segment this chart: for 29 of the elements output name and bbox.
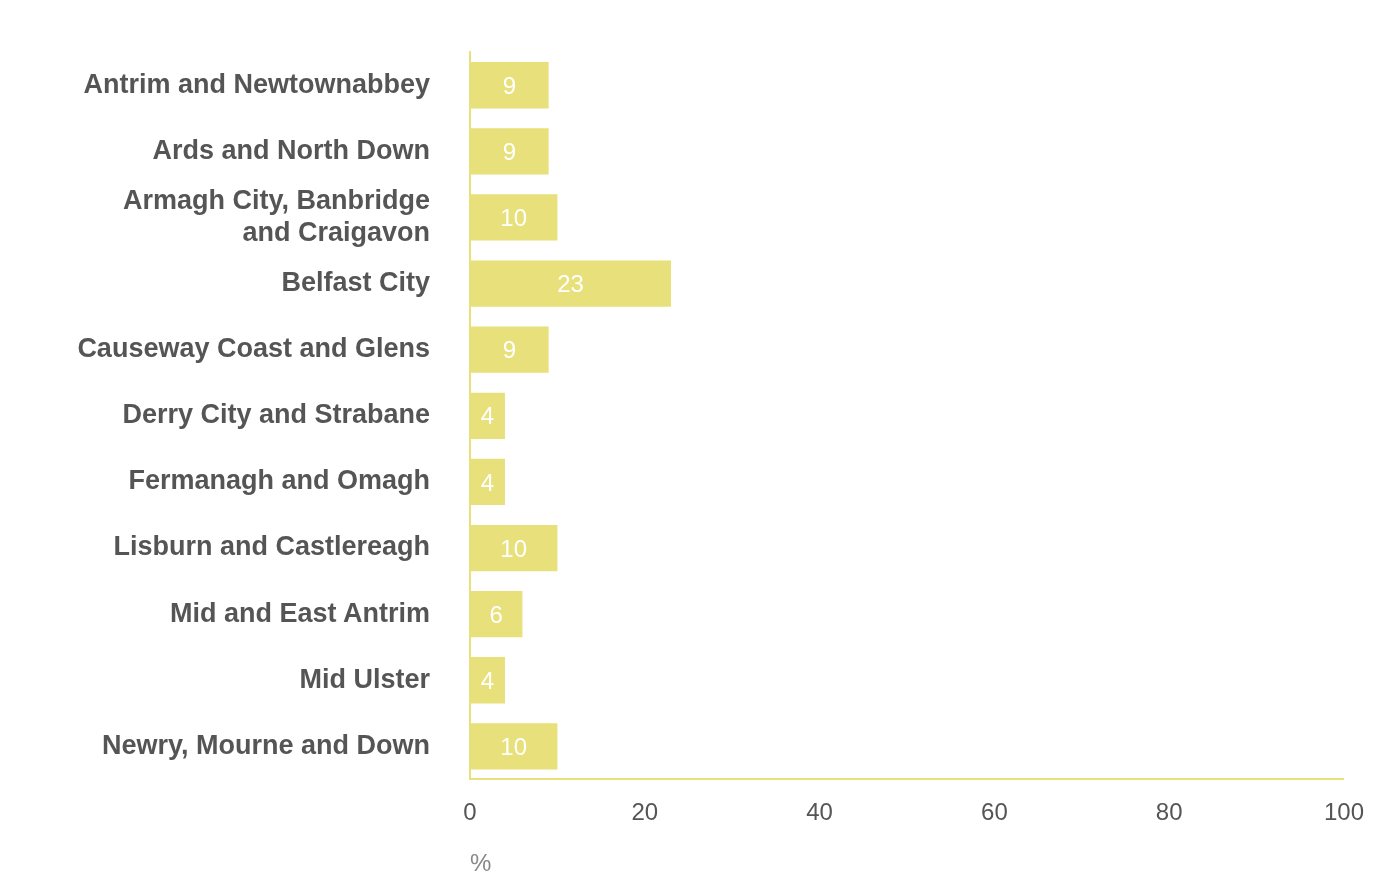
y-tick-label: Belfast City: [281, 267, 430, 298]
x-tick-label: 60: [981, 798, 1008, 826]
y-tick-label: Fermanagh and Omagh: [128, 465, 430, 496]
y-tick-label: Causeway Coast and Glens: [77, 333, 430, 364]
data-label: 10: [500, 204, 528, 232]
data-label: 9: [502, 336, 517, 364]
x-tick-label: 100: [1323, 798, 1364, 826]
x-tick-label: 20: [631, 798, 659, 826]
data-label: 9: [502, 71, 517, 99]
data-label: 9: [502, 137, 517, 165]
data-label: 4: [480, 468, 495, 496]
y-tick-label: Mid and East Antrim: [169, 597, 430, 628]
x-tick-label: 0: [463, 798, 477, 826]
x-tick-label: 80: [1155, 798, 1183, 826]
data-label: 10: [500, 534, 528, 562]
x-axis-title: %: [470, 849, 492, 877]
data-label: 4: [480, 402, 495, 430]
y-tick-label: Newry, Mourne and Down: [101, 729, 430, 760]
y-tick-label: Armagh City, Banbridge and Craigavon: [122, 184, 430, 248]
data-label: 6: [489, 600, 503, 628]
x-tick-label: 40: [806, 798, 833, 826]
y-tick-label: Ards and North Down: [152, 134, 430, 165]
y-tick-label: Derry City and Strabane: [122, 399, 430, 430]
data-label: 23: [557, 270, 584, 298]
data-label: 10: [500, 732, 528, 760]
y-tick-label: Lisburn and Castlereagh: [113, 531, 430, 562]
y-tick-label: Antrim and Newtownabbey: [83, 68, 430, 99]
data-label: 4: [480, 666, 495, 694]
y-tick-label: Mid Ulster: [299, 663, 431, 694]
